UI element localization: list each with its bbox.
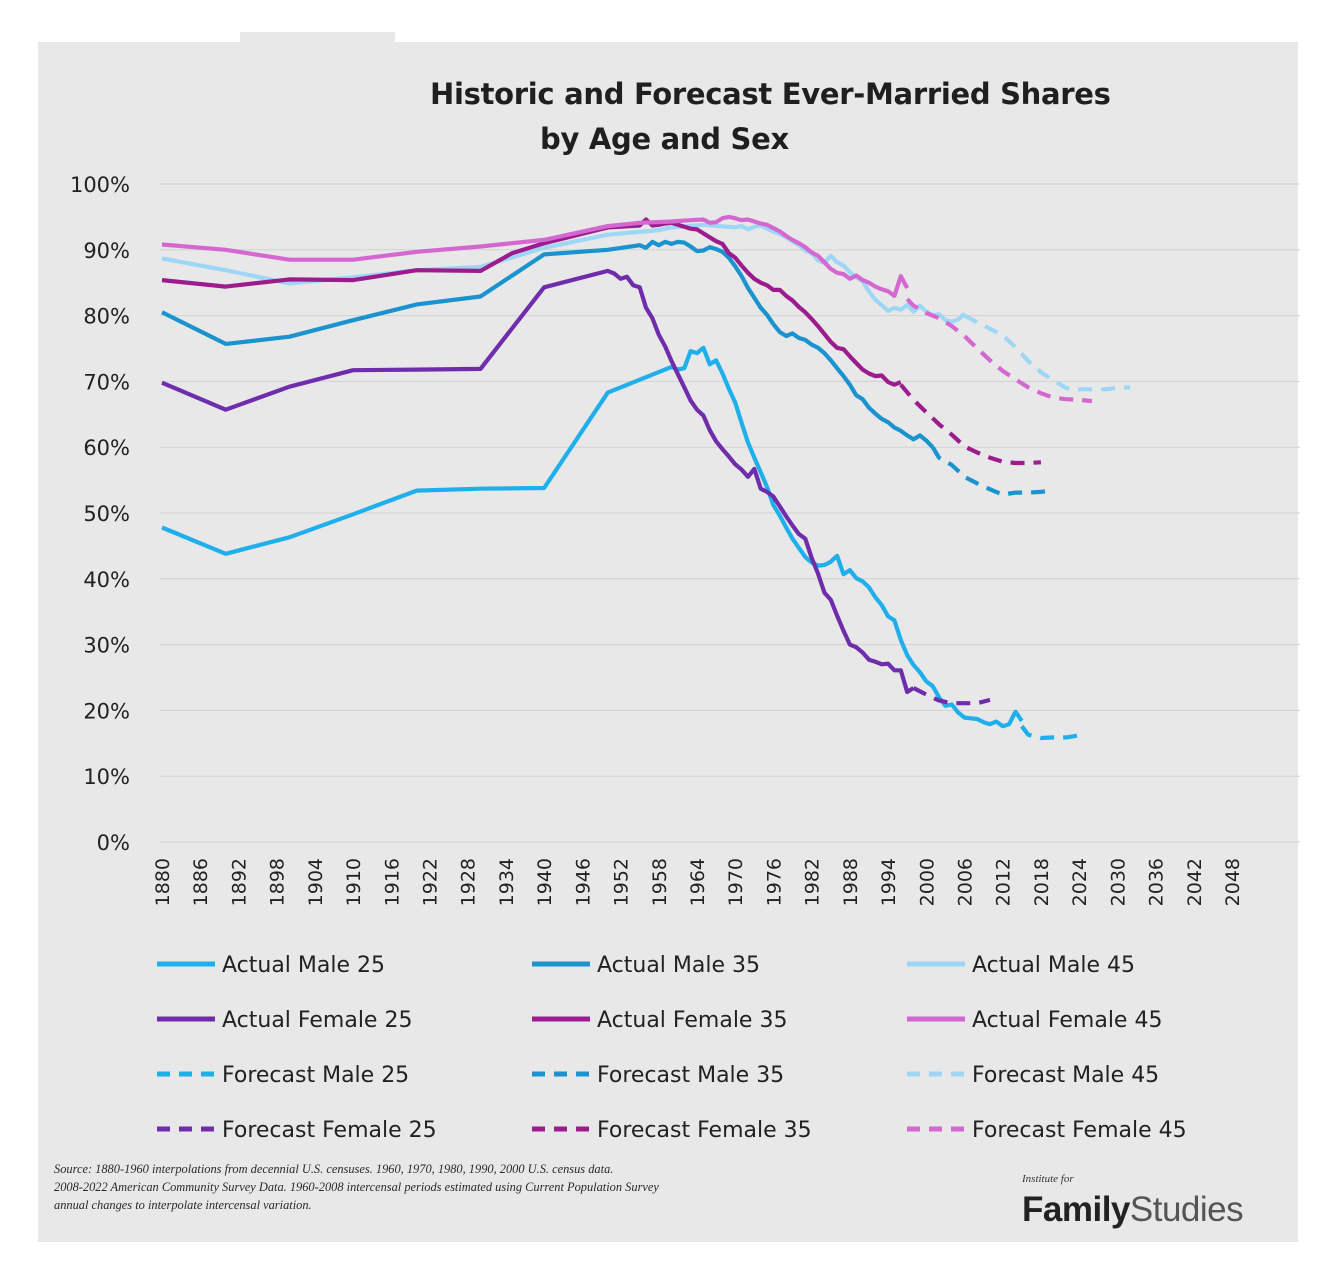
x-tick-label: 2042	[1184, 858, 1206, 906]
series-forecast-male-25	[1020, 724, 1080, 741]
legend-label: Forecast Female 25	[222, 1118, 437, 1143]
x-tick-label: 2030	[1107, 858, 1129, 906]
x-tick-label: 1976	[763, 858, 785, 906]
legend: Actual Male 25 Actual Male 35 Actual Male …	[157, 953, 1187, 1143]
series-forecast-female-45	[905, 297, 1093, 404]
x-tick-label: 2000	[916, 858, 938, 906]
x-tick-label: 1970	[725, 858, 747, 906]
legend-label: Actual Female 35	[597, 1008, 787, 1033]
legend-label: Actual Male 25	[222, 953, 385, 978]
legend-label: Forecast Female 45	[972, 1118, 1187, 1143]
series-actual-female-45	[161, 214, 910, 298]
panel-tab	[240, 32, 395, 44]
series-actual-male-35	[161, 239, 935, 449]
y-tick-label: 0%	[97, 831, 130, 855]
series-actual-female-25	[161, 268, 915, 695]
y-tick-label: 70%	[83, 370, 130, 394]
x-tick-label: 2048	[1222, 858, 1244, 906]
gridlines	[160, 183, 1300, 843]
legend-label: Actual Female 25	[222, 1008, 412, 1033]
line-chart: 0%10%20%30%40%50%60%70%80%90%100% 1880 18…	[70, 173, 1300, 1143]
x-tick-label: 1886	[190, 858, 212, 906]
x-tick-label: 1922	[420, 858, 442, 906]
y-tick-label: 100%	[70, 173, 130, 197]
legend-label: Actual Male 45	[972, 953, 1135, 978]
y-tick-label: 50%	[83, 502, 130, 526]
y-tick-label: 80%	[83, 305, 130, 329]
x-tick-label: 1994	[878, 858, 900, 906]
legend-label: Forecast Male 35	[597, 1063, 784, 1088]
series-actual-male-25	[161, 345, 1024, 729]
x-tick-label: 1964	[687, 858, 709, 906]
x-tick-label: 2006	[955, 858, 977, 906]
y-tick-label: 40%	[83, 568, 130, 592]
brand-family: Family	[1022, 1190, 1130, 1229]
legend-label: Forecast Female 35	[597, 1118, 812, 1143]
series-actual-male-45	[161, 222, 966, 324]
series-lines	[161, 214, 1131, 741]
legend-label: Actual Male 35	[597, 953, 760, 978]
series-forecast-male-45	[963, 313, 1131, 392]
series-forecast-female-25	[912, 686, 991, 706]
x-tick-label: 1928	[458, 858, 480, 906]
y-tick-label: 30%	[83, 634, 130, 658]
source-line-2: 2008-2022 American Community Survey Data…	[54, 1180, 659, 1194]
x-tick-label: 1940	[534, 858, 556, 906]
x-tick-label: 1916	[381, 858, 403, 906]
source-line-3: annual changes to interpolate intercensa…	[54, 1198, 312, 1212]
legend-label: Forecast Male 45	[972, 1063, 1159, 1088]
x-tick-label: 1892	[228, 858, 250, 906]
x-tick-label: 2018	[1031, 858, 1053, 906]
y-tick-label: 10%	[83, 765, 130, 789]
x-tick-label: 1880	[152, 858, 174, 906]
x-tick-label: 1904	[305, 858, 327, 906]
x-tick-label: 2012	[993, 858, 1015, 906]
brand-studies: Studies	[1129, 1190, 1244, 1229]
series-forecast-female-35	[899, 383, 1042, 466]
x-tick-label: 2024	[1069, 858, 1091, 906]
source-note: Source: 1880-1960 interpolations from de…	[54, 1160, 954, 1214]
chart-title: Historic and Forecast Ever-Married Share…	[430, 77, 1111, 111]
x-tick-label: 1982	[802, 858, 824, 906]
x-axis-ticks: 1880 1886 1892 1898 1904 1910 1916 1922 1928 1934…	[152, 858, 1244, 906]
y-tick-label: 20%	[83, 699, 130, 723]
legend-label: Forecast Male 25	[222, 1063, 409, 1088]
chart-subtitle: by Age and Sex	[540, 122, 789, 156]
source-line-1: Source: 1880-1960 interpolations from de…	[54, 1162, 614, 1176]
y-tick-label: 90%	[83, 239, 130, 263]
y-tick-label: 60%	[83, 436, 130, 460]
x-tick-label: 2036	[1146, 858, 1168, 906]
x-tick-label: 1958	[649, 858, 671, 906]
series-forecast-male-35	[930, 446, 1055, 497]
x-tick-label: 1988	[840, 858, 862, 906]
y-axis-ticks: 0% 10% 20% 30% 40% 50% 60% 70% 80% 90% 100%	[70, 173, 130, 855]
legend-label: Actual Female 45	[972, 1008, 1162, 1033]
x-tick-label: 1910	[343, 858, 365, 906]
x-tick-label: 1934	[496, 858, 518, 906]
x-tick-label: 1898	[267, 858, 289, 906]
brand-institute-label: Institute for	[1022, 1173, 1074, 1185]
x-tick-label: 1952	[611, 858, 633, 906]
x-tick-label: 1946	[572, 858, 594, 906]
brand-logo: FamilyStudies	[1022, 1190, 1244, 1230]
